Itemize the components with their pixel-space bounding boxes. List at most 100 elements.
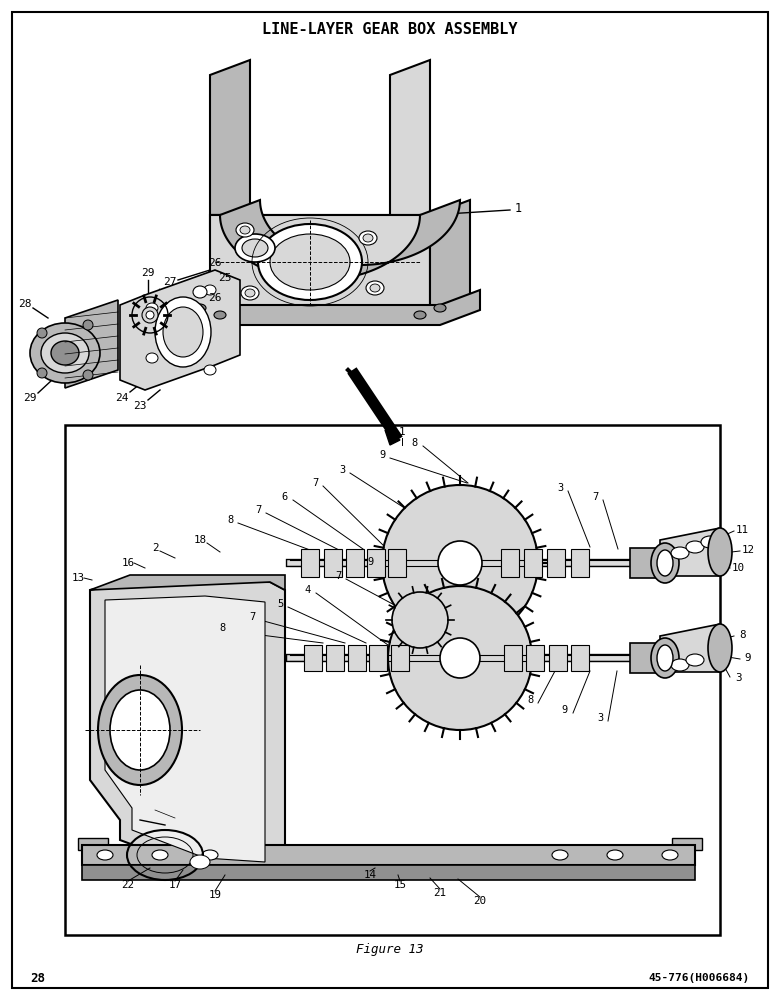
Ellipse shape bbox=[83, 320, 93, 330]
Ellipse shape bbox=[258, 224, 362, 300]
Text: 21: 21 bbox=[434, 888, 446, 898]
Polygon shape bbox=[324, 549, 342, 577]
Ellipse shape bbox=[155, 297, 211, 367]
Polygon shape bbox=[660, 624, 720, 672]
Ellipse shape bbox=[370, 284, 380, 292]
Text: 2: 2 bbox=[152, 543, 158, 553]
Ellipse shape bbox=[214, 311, 226, 319]
Ellipse shape bbox=[414, 311, 426, 319]
Text: 18: 18 bbox=[193, 535, 207, 545]
Text: 9: 9 bbox=[562, 705, 568, 715]
Polygon shape bbox=[220, 200, 460, 280]
Polygon shape bbox=[160, 290, 200, 325]
Text: Figure 13: Figure 13 bbox=[356, 944, 424, 956]
Ellipse shape bbox=[146, 303, 158, 313]
Text: 4: 4 bbox=[305, 585, 311, 595]
Ellipse shape bbox=[657, 550, 673, 576]
Ellipse shape bbox=[359, 231, 377, 245]
Text: 11: 11 bbox=[736, 525, 749, 535]
Ellipse shape bbox=[142, 307, 158, 323]
Polygon shape bbox=[524, 549, 542, 577]
Ellipse shape bbox=[51, 341, 79, 365]
Text: 9: 9 bbox=[379, 450, 385, 460]
Ellipse shape bbox=[190, 855, 210, 869]
Ellipse shape bbox=[152, 850, 168, 860]
Text: 26: 26 bbox=[208, 293, 222, 303]
Ellipse shape bbox=[651, 543, 679, 583]
Text: 1: 1 bbox=[399, 427, 406, 437]
Polygon shape bbox=[82, 845, 695, 865]
Polygon shape bbox=[630, 643, 665, 673]
Polygon shape bbox=[82, 865, 695, 880]
Text: 20: 20 bbox=[473, 896, 487, 906]
Polygon shape bbox=[660, 528, 720, 576]
Text: 3: 3 bbox=[557, 483, 563, 493]
Text: 1: 1 bbox=[515, 202, 522, 216]
Text: 25: 25 bbox=[218, 273, 232, 283]
Polygon shape bbox=[65, 300, 118, 388]
Ellipse shape bbox=[662, 850, 678, 860]
Text: 8: 8 bbox=[526, 695, 533, 705]
Polygon shape bbox=[304, 645, 322, 671]
Text: 45-776(H006684): 45-776(H006684) bbox=[649, 973, 750, 983]
Ellipse shape bbox=[671, 659, 689, 671]
Ellipse shape bbox=[651, 638, 679, 678]
Polygon shape bbox=[326, 645, 344, 671]
Polygon shape bbox=[348, 645, 366, 671]
Text: 13: 13 bbox=[72, 573, 84, 583]
Polygon shape bbox=[120, 270, 240, 390]
Ellipse shape bbox=[438, 541, 482, 585]
Bar bbox=[65, 425, 720, 935]
Polygon shape bbox=[391, 645, 409, 671]
Ellipse shape bbox=[382, 485, 538, 641]
Text: 9: 9 bbox=[745, 653, 751, 663]
Ellipse shape bbox=[708, 528, 732, 576]
Ellipse shape bbox=[202, 850, 218, 860]
Polygon shape bbox=[210, 215, 430, 310]
Ellipse shape bbox=[363, 234, 373, 242]
Ellipse shape bbox=[686, 541, 704, 553]
Polygon shape bbox=[672, 838, 702, 850]
Ellipse shape bbox=[686, 654, 704, 666]
Text: 22: 22 bbox=[122, 880, 134, 890]
Polygon shape bbox=[630, 548, 665, 578]
Text: 9: 9 bbox=[367, 557, 373, 567]
Polygon shape bbox=[369, 645, 387, 671]
Text: 23: 23 bbox=[133, 401, 147, 411]
Text: 7: 7 bbox=[335, 571, 341, 581]
Polygon shape bbox=[78, 838, 108, 850]
Text: 12: 12 bbox=[742, 545, 754, 555]
Ellipse shape bbox=[434, 304, 446, 312]
Polygon shape bbox=[210, 215, 430, 280]
Ellipse shape bbox=[97, 850, 113, 860]
Text: 7: 7 bbox=[592, 492, 598, 502]
Text: 8: 8 bbox=[412, 438, 418, 448]
Polygon shape bbox=[571, 645, 589, 671]
Ellipse shape bbox=[552, 850, 568, 860]
Polygon shape bbox=[367, 549, 385, 577]
Polygon shape bbox=[346, 549, 364, 577]
Ellipse shape bbox=[245, 289, 255, 297]
Text: 26: 26 bbox=[208, 258, 222, 268]
Text: 19: 19 bbox=[208, 890, 222, 900]
Text: 3: 3 bbox=[597, 713, 603, 723]
Ellipse shape bbox=[235, 234, 275, 262]
Polygon shape bbox=[90, 575, 285, 590]
Text: 29: 29 bbox=[141, 268, 154, 278]
Ellipse shape bbox=[607, 850, 623, 860]
Ellipse shape bbox=[163, 307, 203, 357]
Text: 28: 28 bbox=[30, 972, 45, 984]
Ellipse shape bbox=[270, 234, 350, 290]
Text: 28: 28 bbox=[18, 299, 32, 309]
Ellipse shape bbox=[657, 645, 673, 671]
Polygon shape bbox=[526, 645, 544, 671]
Ellipse shape bbox=[708, 624, 732, 672]
Text: 7: 7 bbox=[249, 612, 255, 622]
Text: 29: 29 bbox=[23, 393, 37, 403]
Text: 5: 5 bbox=[277, 599, 283, 609]
Polygon shape bbox=[390, 60, 430, 230]
Ellipse shape bbox=[37, 328, 47, 338]
Ellipse shape bbox=[671, 547, 689, 559]
Polygon shape bbox=[385, 430, 400, 445]
Polygon shape bbox=[501, 549, 519, 577]
